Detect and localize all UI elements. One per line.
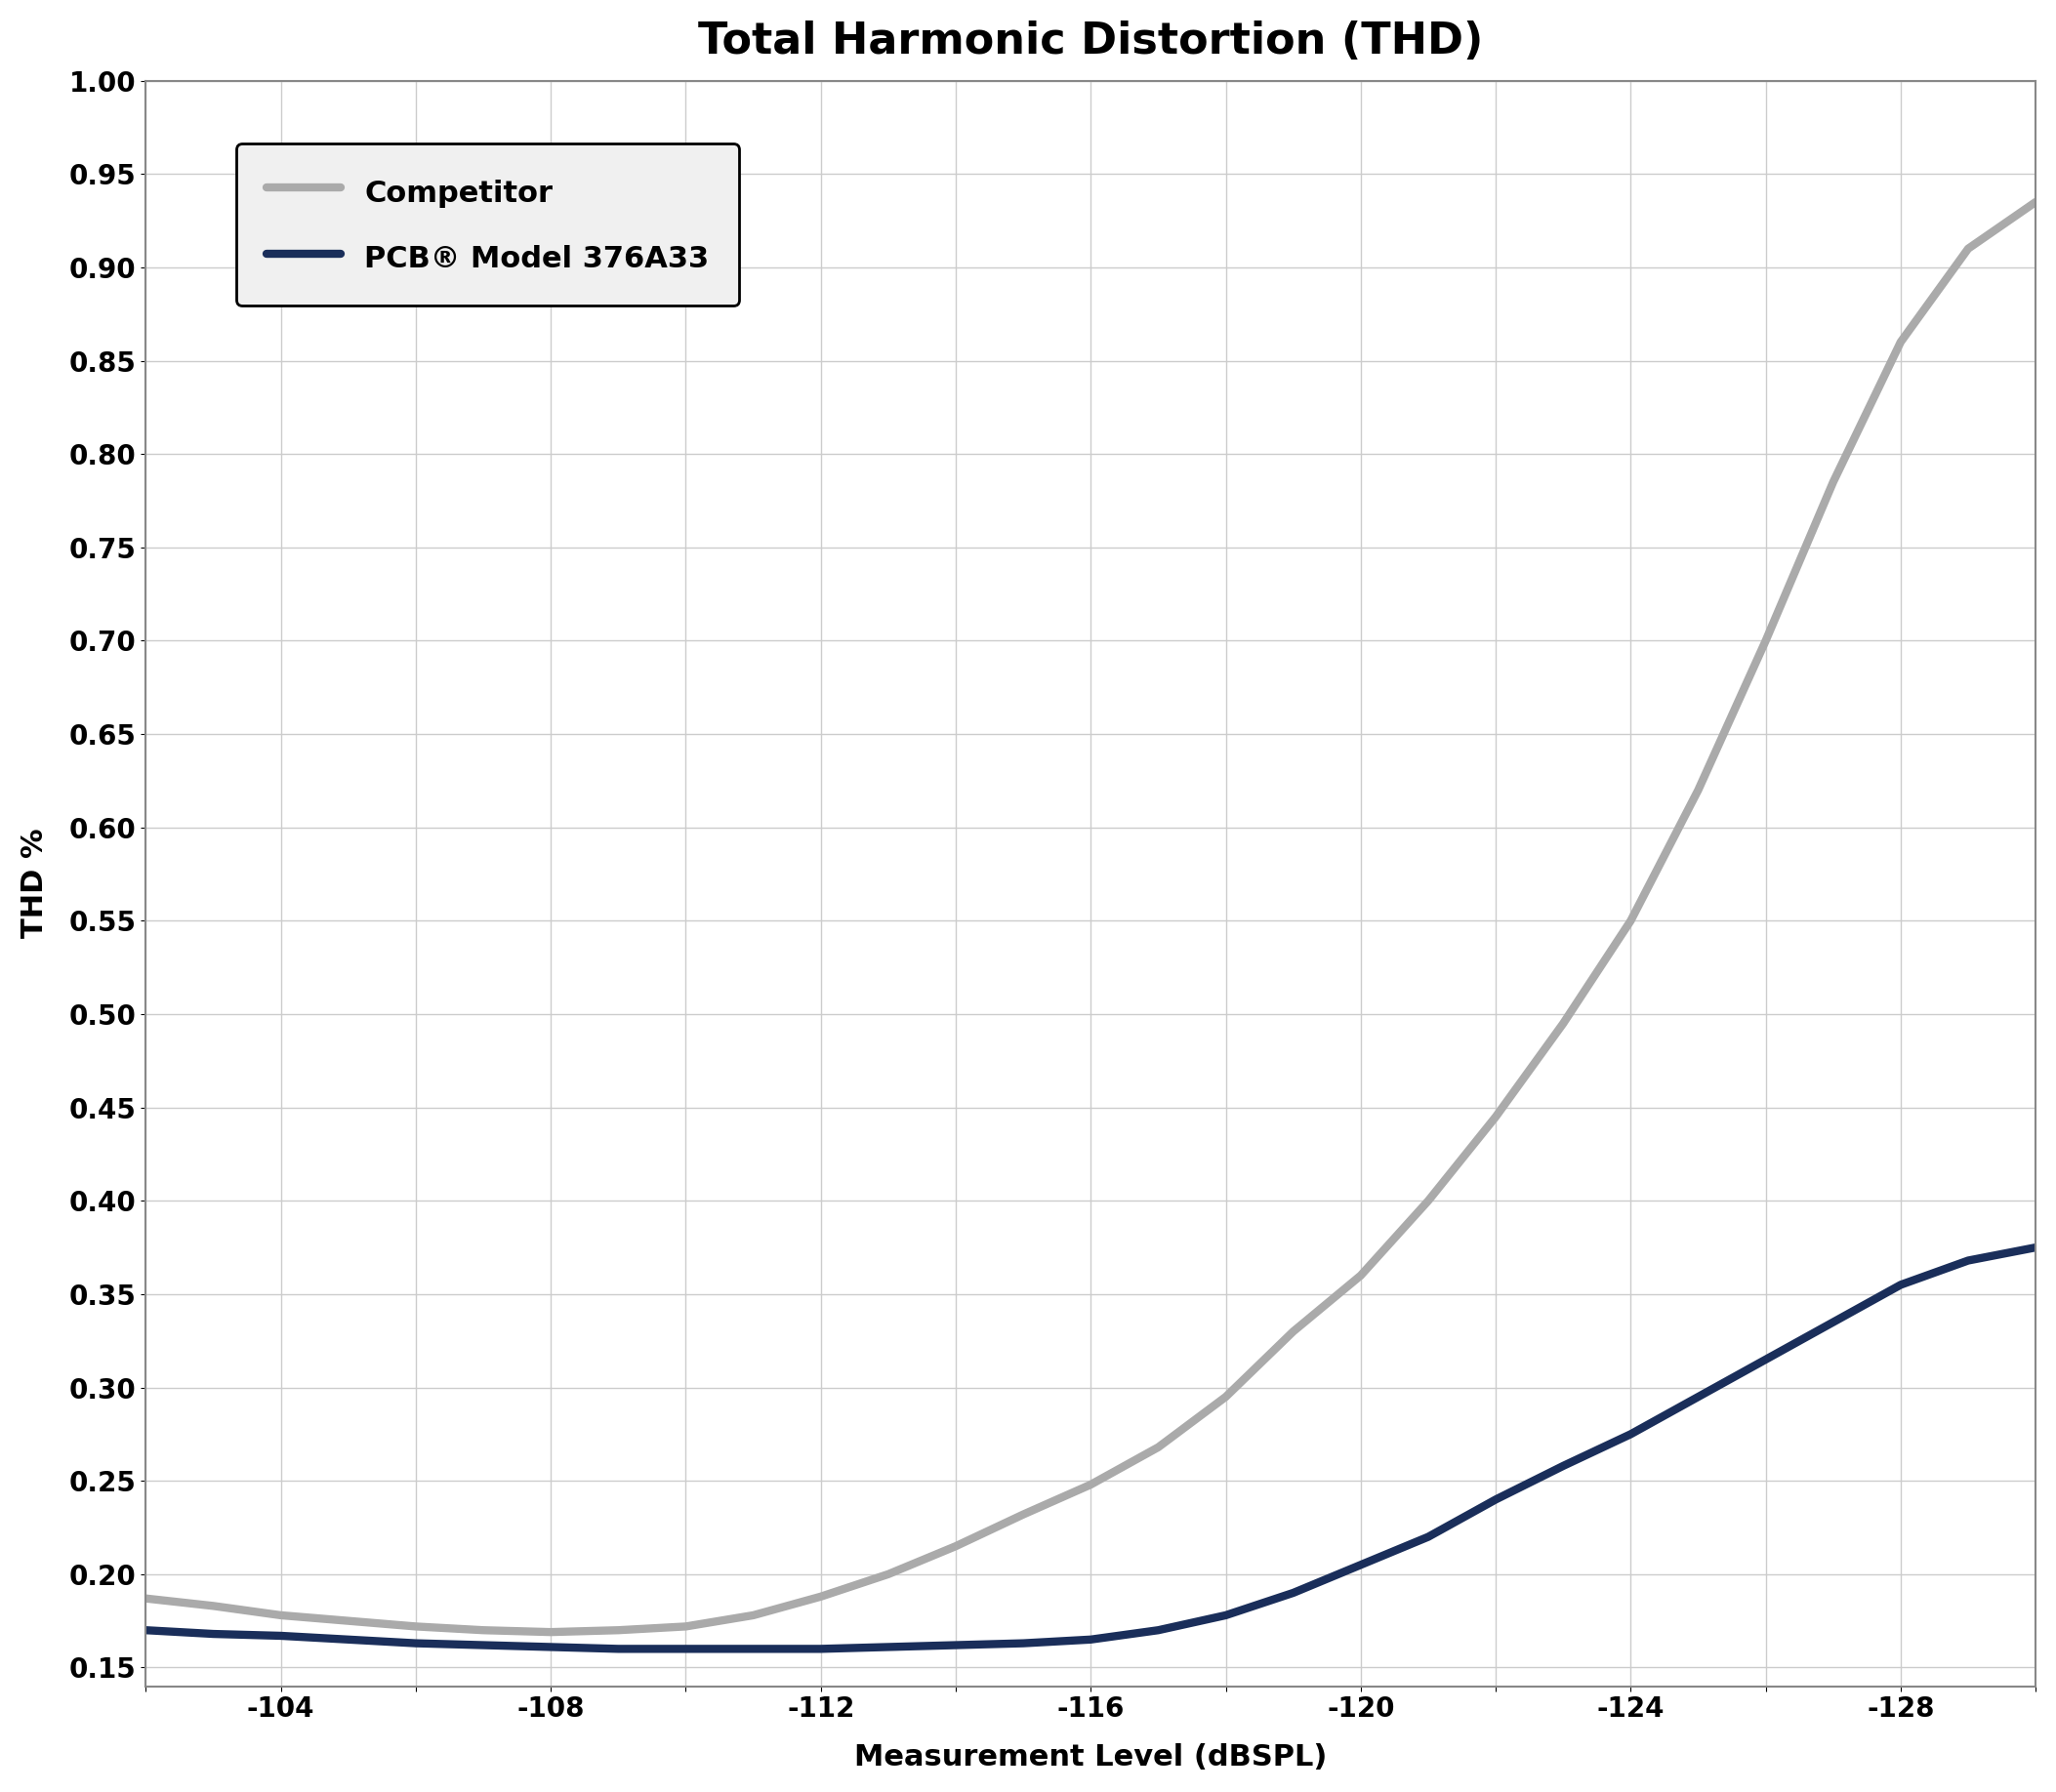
Competitor bbox=[1482, 1106, 1507, 1127]
PCB® Model 376A33 bbox=[1754, 1349, 1778, 1371]
Competitor bbox=[876, 1563, 901, 1584]
Competitor bbox=[740, 1604, 765, 1625]
PCB® Model 376A33 bbox=[944, 1634, 968, 1656]
Competitor bbox=[539, 1622, 563, 1643]
Competitor bbox=[1417, 1190, 1441, 1211]
Competitor bbox=[1079, 1473, 1104, 1495]
Title: Total Harmonic Distortion (THD): Total Harmonic Distortion (THD) bbox=[699, 20, 1482, 63]
Competitor bbox=[1349, 1265, 1373, 1287]
Line: PCB® Model 376A33: PCB® Model 376A33 bbox=[146, 1247, 2035, 1649]
Competitor bbox=[134, 1588, 158, 1609]
PCB® Model 376A33 bbox=[201, 1624, 226, 1645]
Competitor bbox=[471, 1620, 495, 1641]
PCB® Model 376A33 bbox=[1955, 1249, 1980, 1271]
PCB® Model 376A33 bbox=[876, 1636, 901, 1658]
Competitor bbox=[1686, 780, 1711, 801]
Competitor bbox=[335, 1611, 360, 1633]
Competitor bbox=[1550, 1012, 1575, 1034]
Competitor bbox=[1281, 1321, 1306, 1342]
PCB® Model 376A33 bbox=[1213, 1604, 1238, 1625]
PCB® Model 376A33 bbox=[1822, 1312, 1846, 1333]
Competitor bbox=[269, 1604, 294, 1625]
PCB® Model 376A33 bbox=[1618, 1423, 1643, 1444]
PCB® Model 376A33 bbox=[1349, 1554, 1373, 1575]
PCB® Model 376A33 bbox=[1012, 1633, 1036, 1654]
Competitor bbox=[1955, 238, 1980, 260]
PCB® Model 376A33 bbox=[1079, 1629, 1104, 1650]
Competitor bbox=[1822, 471, 1846, 493]
Competitor bbox=[201, 1595, 226, 1616]
Competitor bbox=[2023, 192, 2048, 213]
PCB® Model 376A33 bbox=[740, 1638, 765, 1659]
Competitor bbox=[1145, 1437, 1170, 1459]
Competitor bbox=[808, 1586, 833, 1607]
PCB® Model 376A33 bbox=[1145, 1620, 1170, 1641]
Competitor bbox=[1012, 1503, 1036, 1525]
PCB® Model 376A33 bbox=[335, 1629, 360, 1650]
Competitor bbox=[607, 1620, 631, 1641]
PCB® Model 376A33 bbox=[1482, 1489, 1507, 1511]
PCB® Model 376A33 bbox=[403, 1633, 428, 1654]
Competitor bbox=[1618, 910, 1643, 932]
Competitor bbox=[944, 1536, 968, 1557]
PCB® Model 376A33 bbox=[539, 1636, 563, 1658]
PCB® Model 376A33 bbox=[1686, 1385, 1711, 1407]
PCB® Model 376A33 bbox=[269, 1625, 294, 1647]
PCB® Model 376A33 bbox=[134, 1620, 158, 1641]
Line: Competitor: Competitor bbox=[146, 202, 2035, 1633]
PCB® Model 376A33 bbox=[607, 1638, 631, 1659]
PCB® Model 376A33 bbox=[674, 1638, 699, 1659]
PCB® Model 376A33 bbox=[1281, 1582, 1306, 1604]
PCB® Model 376A33 bbox=[2023, 1236, 2048, 1258]
PCB® Model 376A33 bbox=[1887, 1274, 1912, 1296]
Competitor bbox=[1213, 1385, 1238, 1407]
PCB® Model 376A33 bbox=[471, 1634, 495, 1656]
Competitor bbox=[403, 1616, 428, 1638]
X-axis label: Measurement Level (dBSPL): Measurement Level (dBSPL) bbox=[855, 1744, 1328, 1772]
Legend: Competitor, PCB® Model 376A33: Competitor, PCB® Model 376A33 bbox=[236, 143, 740, 306]
Y-axis label: THD %: THD % bbox=[21, 828, 49, 939]
Competitor bbox=[674, 1616, 699, 1638]
Competitor bbox=[1754, 631, 1778, 652]
PCB® Model 376A33 bbox=[1417, 1527, 1441, 1548]
Competitor bbox=[1887, 332, 1912, 353]
PCB® Model 376A33 bbox=[808, 1638, 833, 1659]
PCB® Model 376A33 bbox=[1550, 1455, 1575, 1477]
